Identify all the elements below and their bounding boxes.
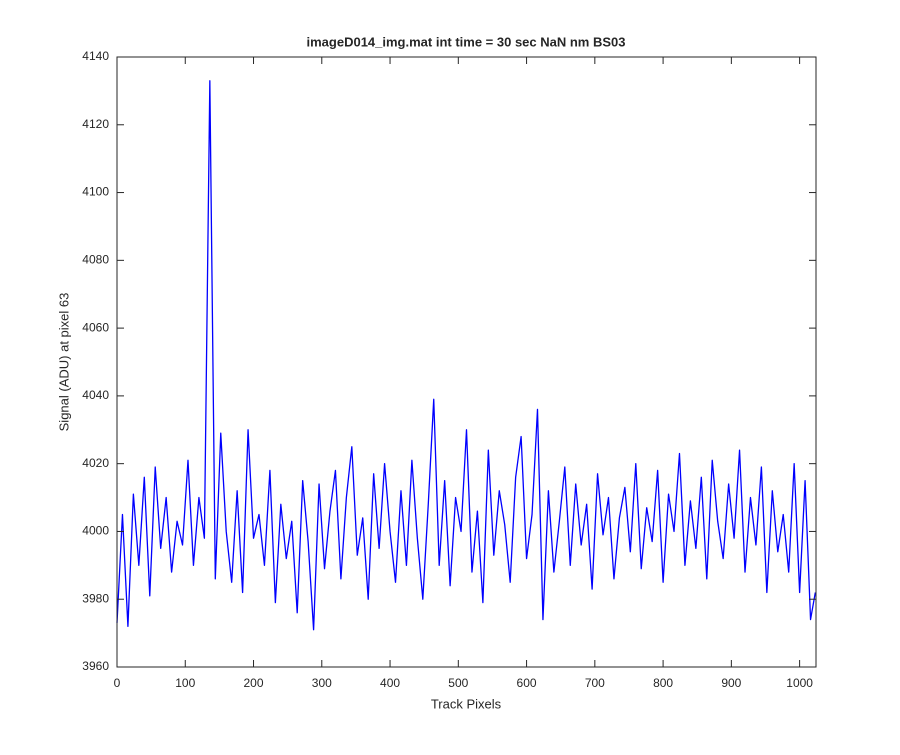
y-tick-label: 4140 [82,49,109,63]
y-tick-label: 3980 [82,591,109,605]
y-tick-label: 3960 [82,659,109,673]
x-tick-label: 300 [312,676,332,690]
data-line [116,80,816,631]
y-tick-label: 4040 [82,388,109,402]
x-tick-label: 1000 [786,676,813,690]
x-tick-label: 900 [721,676,741,690]
x-tick-label: 800 [653,676,673,690]
y-axis-label: Signal (ADU) at pixel 63 [56,293,71,432]
x-tick-label: 400 [380,676,400,690]
y-tick-label: 4120 [82,117,109,131]
x-tick-label: 200 [244,676,264,690]
x-tick-label: 600 [517,676,537,690]
x-tick-label: 500 [448,676,468,690]
y-tick-label: 4080 [82,253,109,267]
plot-frame [116,56,817,668]
y-tick-label: 4060 [82,320,109,334]
chart-title: imageD014_img.mat int time = 30 sec NaN … [307,34,626,49]
y-tick-label: 4000 [82,524,109,538]
x-tick-label: 100 [175,676,195,690]
x-tick-label: 700 [585,676,605,690]
y-tick-label: 4020 [82,456,109,470]
y-tick-label: 4100 [82,185,109,199]
x-tick-label: 0 [114,676,121,690]
x-axis-label: Track Pixels [431,696,502,711]
